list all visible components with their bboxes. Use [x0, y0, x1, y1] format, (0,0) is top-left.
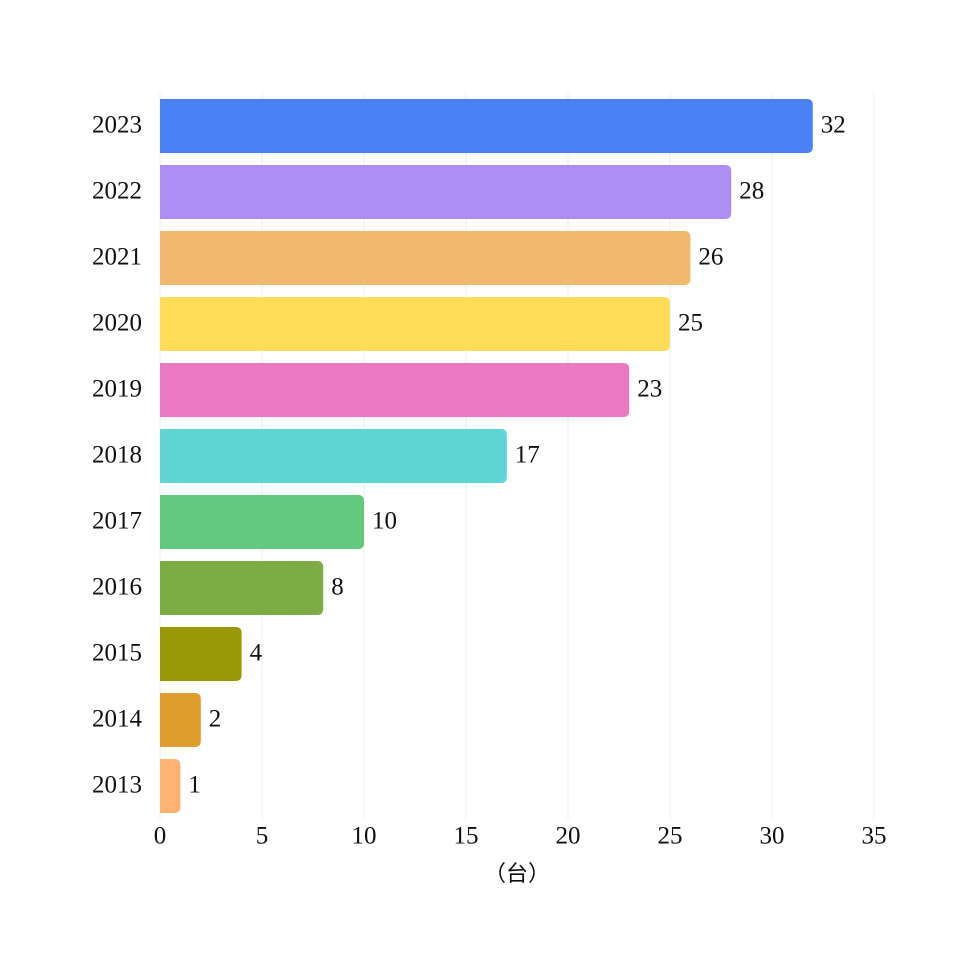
value-label: 17 — [515, 442, 540, 469]
x-tick-label: 20 — [556, 823, 581, 850]
y-tick-label: 2023 — [92, 112, 142, 139]
value-label: 2 — [209, 706, 222, 733]
value-label: 23 — [637, 376, 662, 403]
x-tick-label: 0 — [154, 823, 167, 850]
y-tick-label: 2018 — [92, 442, 142, 469]
value-label: 8 — [331, 574, 344, 601]
value-label: 4 — [250, 640, 263, 667]
y-tick-label: 2013 — [92, 772, 142, 799]
bar — [160, 231, 691, 285]
x-axis-label: （台） — [484, 861, 550, 886]
bar — [160, 495, 364, 549]
bar — [160, 627, 242, 681]
x-tick-label: 35 — [862, 823, 887, 850]
y-tick-label: 2020 — [92, 310, 142, 337]
y-tick-label: 2015 — [92, 640, 142, 667]
bar — [160, 165, 732, 219]
bar — [160, 759, 181, 813]
y-tick-label: 2017 — [92, 508, 142, 535]
y-tick-label: 2014 — [92, 706, 143, 733]
x-tick-label: 25 — [658, 823, 683, 850]
y-tick-label: 2021 — [92, 244, 142, 271]
value-label: 26 — [698, 244, 723, 271]
x-tick-label: 5 — [256, 823, 269, 850]
bar — [160, 561, 324, 615]
bar — [160, 99, 813, 153]
bar — [160, 693, 201, 747]
bar — [160, 429, 507, 483]
x-tick-label: 30 — [760, 823, 785, 850]
value-label: 32 — [821, 112, 846, 139]
value-label: 10 — [372, 508, 397, 535]
value-label: 28 — [739, 178, 764, 205]
y-tick-label: 2019 — [92, 376, 142, 403]
value-label: 25 — [678, 310, 703, 337]
x-tick-label: 10 — [352, 823, 377, 850]
y-tick-label: 2022 — [92, 178, 142, 205]
bar — [160, 297, 670, 351]
x-tick-label: 15 — [454, 823, 479, 850]
y-tick-label: 2016 — [92, 574, 142, 601]
value-label: 1 — [188, 772, 201, 799]
bar — [160, 363, 630, 417]
